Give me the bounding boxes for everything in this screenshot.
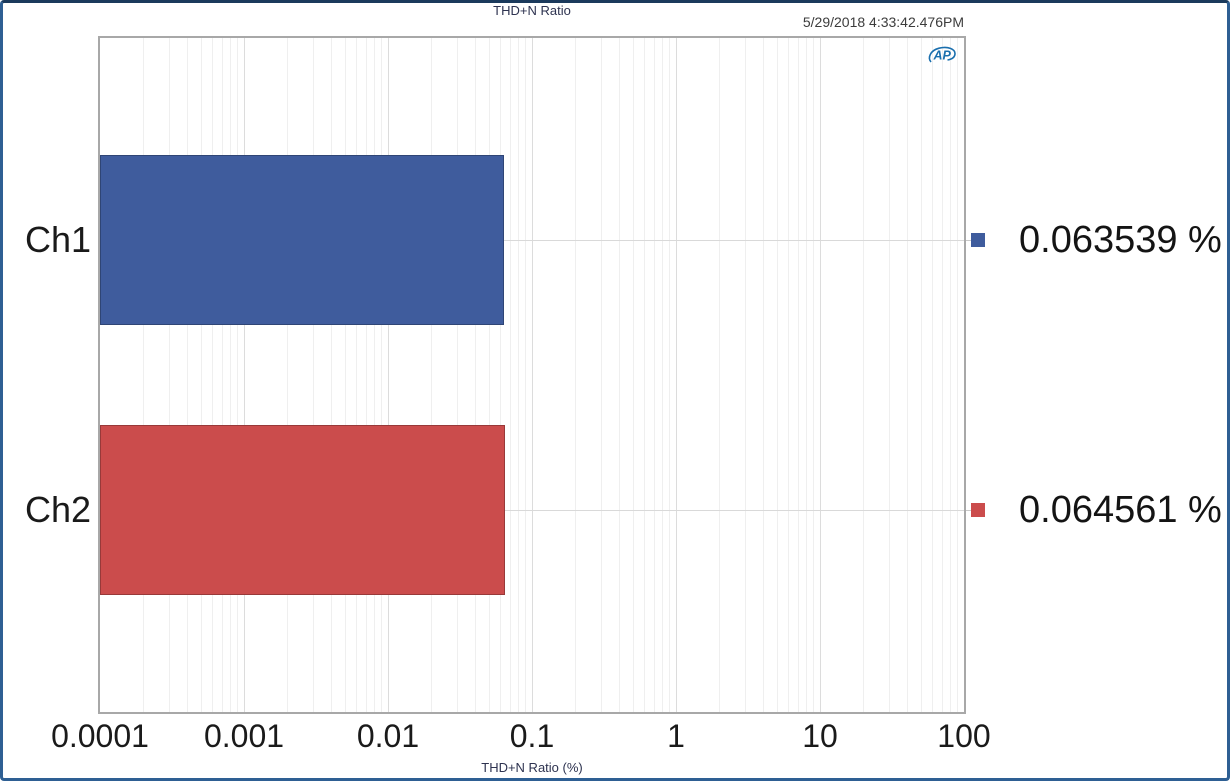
gridline-vertical-minor [906, 38, 908, 712]
gridline-vertical-minor [863, 38, 865, 712]
category-label-ch1: Ch1 [24, 219, 91, 260]
gridline-vertical-minor [344, 38, 346, 712]
gridline-vertical-minor [525, 38, 527, 712]
gridline-horizontal [100, 240, 964, 241]
gridline-horizontal [100, 510, 964, 511]
gridline-vertical-minor [221, 38, 223, 712]
legend-connector-line [966, 509, 971, 511]
gridline-vertical-minor [744, 38, 746, 712]
gridline-vertical-minor [456, 38, 458, 712]
gridline-vertical-minor [509, 38, 511, 712]
bar-layer [100, 38, 964, 712]
chart-title: THD+N Ratio [493, 3, 571, 18]
audio-precision-logo-icon: AP [928, 46, 956, 63]
gridline-vertical-minor [230, 38, 231, 712]
gridline-vertical-minor [381, 38, 383, 712]
gridline-vertical-minor [237, 38, 239, 712]
svg-text:AP: AP [933, 49, 952, 63]
x-tick-label: 10 [802, 718, 838, 754]
gridline-vertical-minor [600, 38, 602, 712]
gridline-vertical-minor [719, 38, 721, 712]
gridline-vertical-minor [212, 38, 214, 712]
gridline-vertical-major [244, 38, 245, 712]
bar-ch2 [100, 425, 505, 595]
gridline-vertical-minor [356, 38, 358, 712]
gridline-vertical-minor [941, 38, 943, 712]
gridline-vertical-minor [575, 38, 577, 712]
gridline-vertical-major [676, 38, 677, 712]
gridline-vertical-minor [806, 38, 807, 712]
legend-marker-ch1 [971, 233, 985, 247]
x-tick-label: 0.0001 [51, 718, 149, 754]
category-label-ch2: Ch2 [24, 489, 91, 530]
gridline-vertical-minor [644, 38, 646, 712]
gridline-vertical-minor [888, 38, 890, 712]
x-axis-title: THD+N Ratio (%) [481, 760, 583, 775]
gridline-vertical-minor [662, 38, 663, 712]
gridline-vertical-minor [950, 38, 951, 712]
gridline-vertical-minor [957, 38, 959, 712]
gridline-vertical-minor [518, 38, 519, 712]
x-tick-label: 0.01 [356, 718, 420, 754]
legend-row-ch2: 0.064561 % [966, 484, 1222, 536]
gridline-vertical-minor [788, 38, 790, 712]
gridline-vertical-minor [168, 38, 170, 712]
timestamp: 5/29/2018 4:33:42.476PM [802, 14, 964, 30]
gridline-vertical-major [532, 38, 533, 712]
gridline-vertical-minor [669, 38, 671, 712]
gridline-vertical-minor [797, 38, 799, 712]
gridline-vertical-minor [200, 38, 202, 712]
gridline-vertical-minor [365, 38, 367, 712]
legend-marker-ch2 [971, 503, 985, 517]
legend-row-ch1: 0.063539 % [966, 214, 1222, 266]
gridline-vertical-minor [500, 38, 502, 712]
gridline-vertical-minor [776, 38, 778, 712]
x-tick-label: 0.001 [203, 718, 285, 754]
x-tick-label: 0.1 [509, 718, 555, 754]
legend-value-ch2: 0.064561 % [1019, 488, 1222, 531]
gridline-vertical-minor [762, 38, 764, 712]
gridline-vertical-minor [632, 38, 634, 712]
x-tick-label: 1 [667, 718, 685, 754]
gridline-vertical-minor [932, 38, 934, 712]
gridline-vertical-minor [474, 38, 476, 712]
gridline-vertical-minor [330, 38, 332, 712]
plot-area: AP [98, 36, 966, 714]
gridline-vertical-minor [312, 38, 314, 712]
gridline-vertical-minor [143, 38, 145, 712]
legend-connector-line [966, 239, 971, 241]
x-tick-label: 100 [937, 718, 991, 754]
gridline-vertical-minor [920, 38, 922, 712]
gridline-vertical-minor [374, 38, 375, 712]
legend-value-ch1: 0.063539 % [1019, 218, 1222, 261]
bar-ch1 [100, 155, 504, 325]
gridline-vertical-major [388, 38, 389, 712]
gridline-vertical-minor [488, 38, 490, 712]
gridline-vertical-minor [431, 38, 433, 712]
gridline-vertical-minor [287, 38, 289, 712]
gridline-vertical-minor [186, 38, 188, 712]
gridline-vertical-minor [813, 38, 815, 712]
gridline-layer [100, 38, 964, 712]
gridline-vertical-minor [653, 38, 655, 712]
gridline-vertical-minor [618, 38, 620, 712]
gridline-vertical-major [820, 38, 821, 712]
